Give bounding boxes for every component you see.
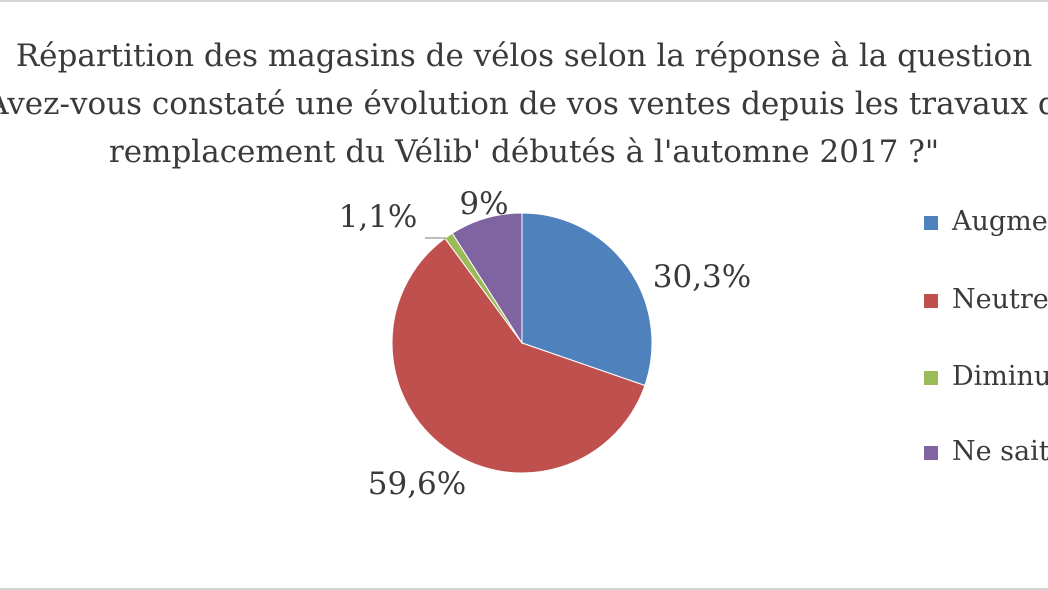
title-line-2: "Avez-vous constaté une évolution de vos… <box>0 86 1048 122</box>
legend-label-diminution: Diminution <box>952 361 1048 392</box>
legend-label-neutre: Neutre <box>952 284 1048 315</box>
data-label-diminution: 1,1% <box>339 199 418 235</box>
legend-swatch-neutre <box>924 294 938 308</box>
legend-swatch-augmentation <box>924 216 938 230</box>
data-label-augmentation: 30,3% <box>653 259 751 295</box>
legend-swatch-ne-sait-pas <box>924 446 938 460</box>
pie-slice-augmentation <box>521 212 653 387</box>
data-label-ne-sait-pas: 9% <box>459 186 508 222</box>
legend-swatch-diminution <box>924 371 938 385</box>
legend-label-ne-sait-pas: Ne sait pas <box>952 436 1048 467</box>
title-line-1: Répartition des magasins de vélos selon … <box>15 38 1033 74</box>
legend-label-augmentation: Augmentation <box>952 206 1048 237</box>
data-label-neutre: 59,6% <box>368 466 466 502</box>
title-line-3: remplacement du Vélib' débutés à l'autom… <box>108 134 940 170</box>
chart-title: Répartition des magasins de vélos selon … <box>0 32 1048 176</box>
pie-slice-ne-sait-pas <box>451 212 523 345</box>
pie-slice-neutre <box>391 237 646 474</box>
